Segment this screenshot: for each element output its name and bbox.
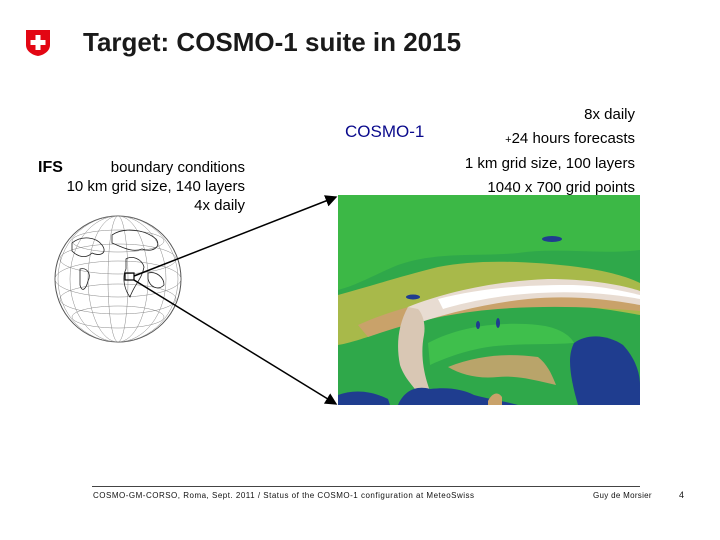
footer-divider: [92, 486, 640, 487]
page-number: 4: [679, 490, 685, 500]
ifs-model-label: IFS: [38, 159, 63, 176]
swiss-flag-icon: [26, 30, 50, 56]
cosmo-spec-points: 1040 x 700 grid points: [487, 179, 635, 196]
cosmo-spec-grid: 1 km grid size, 100 layers: [464, 155, 635, 172]
ifs-boundary-conditions: boundary conditions: [110, 159, 245, 176]
plus-sign: +: [505, 134, 512, 146]
cosmo-spec-frequency: 8x daily: [584, 106, 635, 123]
forecast-length: 24 hours forecasts: [511, 130, 635, 147]
cosmo-model-label: COSMO-1: [345, 122, 425, 141]
page-title: Target: COSMO-1 suite in 2015: [83, 27, 462, 57]
globe-image: [54, 215, 182, 343]
footer-author: Guy de Morsier: [593, 491, 652, 500]
ifs-specs: IFS boundary conditions 10 km grid size,…: [38, 158, 245, 215]
alps-topography-map: [338, 195, 640, 405]
footer-source-text: COSMO-GM-CORSO, Roma, Sept. 2011 / Statu…: [93, 491, 475, 500]
cosmo-spec-forecast: +24 hours forecasts: [465, 127, 635, 152]
ifs-header-row: IFS boundary conditions: [38, 158, 245, 177]
cosmo-specs: 8x daily +24 hours forecasts 1 km grid s…: [465, 103, 635, 200]
ifs-grid-spec: 10 km grid size, 140 layers: [66, 178, 245, 195]
